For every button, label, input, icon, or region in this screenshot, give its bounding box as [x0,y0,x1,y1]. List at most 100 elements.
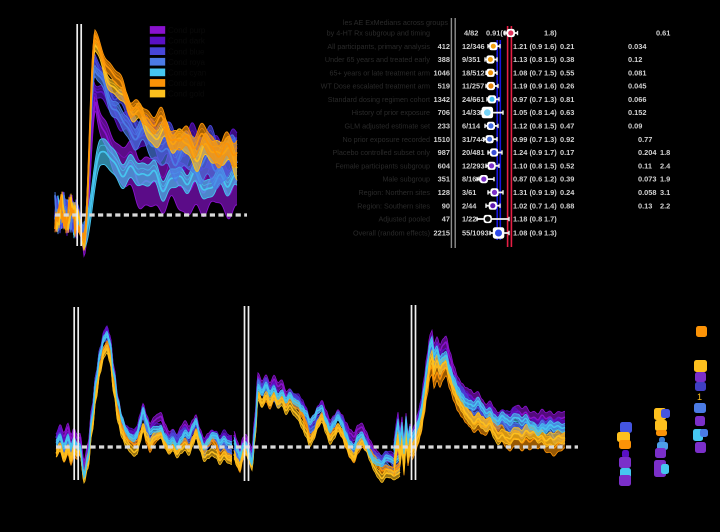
svg-text:1.12 (0.8: 1.12 (0.8 [513,122,542,131]
svg-text:1.8: 1.8 [660,148,670,157]
svg-text:Under 65 years and treated ear: Under 65 years and treated early [325,55,430,64]
svg-text:604: 604 [438,161,451,170]
svg-text:1.6): 1.6) [544,42,557,51]
svg-text:1.2): 1.2) [544,175,557,184]
svg-text:1.13 (0.8: 1.13 (0.8 [513,55,542,64]
svg-text:0.47: 0.47 [560,122,574,131]
svg-text:0.26: 0.26 [560,82,574,91]
svg-text:1.5): 1.5) [544,55,557,64]
svg-text:18/512: 18/512 [462,68,485,77]
svg-text:1.10 (0.8: 1.10 (0.8 [513,161,542,170]
svg-text:24/661: 24/661 [462,95,485,104]
svg-text:Region: Northern sites: Region: Northern sites [358,188,430,197]
svg-text:Placebo controlled subset only: Placebo controlled subset only [333,148,431,157]
svg-text:Adjusted pooled: Adjusted pooled [378,215,430,224]
svg-text:0.99 (0.7: 0.99 (0.7 [513,135,542,144]
svg-text:0.52: 0.52 [560,161,574,170]
svg-text:6/114: 6/114 [462,122,481,131]
svg-text:1.4): 1.4) [544,108,557,117]
svg-text:Male subgroup: Male subgroup [382,175,430,184]
svg-text:0.87 (0.6: 0.87 (0.6 [513,175,542,184]
svg-text:1046: 1046 [434,68,450,77]
svg-text:0.066: 0.066 [628,95,647,104]
svg-text:1.31 (0.9: 1.31 (0.9 [513,188,542,197]
svg-text:0.081: 0.081 [628,68,647,77]
svg-text:0.39: 0.39 [560,175,574,184]
svg-text:1.3): 1.3) [544,229,557,238]
svg-text:0.91(0.4: 0.91(0.4 [486,29,514,38]
svg-text:1.6): 1.6) [544,82,557,91]
svg-text:Region: Southern sites: Region: Southern sites [357,201,430,210]
svg-text:0.045: 0.045 [628,82,647,91]
svg-text:9/351: 9/351 [462,55,481,64]
svg-text:0.97 (0.7: 0.97 (0.7 [513,95,542,104]
svg-text:Cond purp: Cond purp [168,26,206,35]
svg-text:0.034: 0.034 [628,42,647,51]
svg-text:0.11: 0.11 [638,161,652,170]
svg-text:0.17: 0.17 [560,148,574,157]
svg-text:Cond gold: Cond gold [168,90,204,99]
svg-text:1.02 (0.7: 1.02 (0.7 [513,201,542,210]
svg-text:History of prior exposure: History of prior exposure [352,108,430,117]
svg-text:14/335: 14/335 [462,108,485,117]
svg-text:1510: 1510 [434,135,450,144]
svg-text:1.5): 1.5) [544,122,557,131]
svg-text:0.38: 0.38 [560,55,574,64]
svg-text:0.63: 0.63 [560,108,574,117]
svg-text:0.81: 0.81 [560,95,574,104]
svg-text:by 4-HT Rx subgroup and timing: by 4-HT Rx subgroup and timing [327,29,430,38]
svg-text:65+ years or late treatment ar: 65+ years or late treatment arm [330,68,430,77]
svg-text:233: 233 [438,122,450,131]
svg-text:351: 351 [438,175,450,184]
svg-text:2215: 2215 [434,229,450,238]
svg-text:Cond blue: Cond blue [168,47,205,56]
svg-text:0.24: 0.24 [560,188,575,197]
svg-text:47: 47 [442,215,450,224]
svg-text:1: 1 [697,392,702,402]
svg-text:Cond oran: Cond oran [168,79,205,88]
svg-text:8/164: 8/164 [462,175,481,184]
svg-text:31/744: 31/744 [462,135,485,144]
svg-text:90: 90 [442,201,450,210]
svg-text:1.9: 1.9 [660,175,670,184]
svg-text:Cond cyan: Cond cyan [168,69,206,78]
svg-text:1.21 (0.9: 1.21 (0.9 [513,42,542,51]
svg-text:1/22: 1/22 [462,215,476,224]
svg-text:Overall (random effects): Overall (random effects) [353,229,430,238]
svg-text:1.3): 1.3) [544,135,557,144]
svg-text:1.18 (0.8: 1.18 (0.8 [513,215,542,224]
svg-text:1.19 (0.9: 1.19 (0.9 [513,82,542,91]
svg-text:11/257: 11/257 [462,82,484,91]
svg-text:WT Dose escalated treatment ar: WT Dose escalated treatment arm [321,82,430,91]
svg-text:1.8): 1.8) [544,29,557,38]
svg-text:0.77: 0.77 [638,135,652,144]
svg-text:1.3): 1.3) [544,95,557,104]
svg-text:Standard dosing regimen cohort: Standard dosing regimen cohort [328,95,430,104]
svg-text:2.4: 2.4 [660,161,671,170]
svg-text:les AE ExMedians across groups: les AE ExMedians across groups [343,18,448,27]
svg-text:0.058: 0.058 [638,188,657,197]
svg-text:0.204: 0.204 [638,148,657,157]
svg-text:128: 128 [438,188,450,197]
svg-text:1.4): 1.4) [544,201,557,210]
svg-text:No prior exposure recorded: No prior exposure recorded [343,135,431,144]
svg-text:0.152: 0.152 [628,108,647,117]
svg-text:55/1093: 55/1093 [462,229,489,238]
svg-text:12/346: 12/346 [462,42,485,51]
svg-text:Cond dark: Cond dark [168,37,206,46]
svg-text:All participants, primary anal: All participants, primary analysis [327,42,430,51]
svg-text:12/293: 12/293 [462,161,485,170]
svg-text:0.61: 0.61 [656,29,670,38]
svg-text:1342: 1342 [434,95,450,104]
svg-text:0.073: 0.073 [638,175,657,184]
svg-text:1.9): 1.9) [544,188,557,197]
svg-text:1.08 (0.9: 1.08 (0.9 [513,229,542,238]
svg-text:3.1: 3.1 [660,188,670,197]
svg-text:706: 706 [438,108,450,117]
svg-text:Female participants subgroup: Female participants subgroup [335,161,430,170]
svg-text:20/481: 20/481 [462,148,485,157]
svg-text:1.7): 1.7) [544,215,557,224]
svg-text:987: 987 [438,148,450,157]
svg-text:1.5): 1.5) [544,161,557,170]
svg-text:3/61: 3/61 [462,188,476,197]
